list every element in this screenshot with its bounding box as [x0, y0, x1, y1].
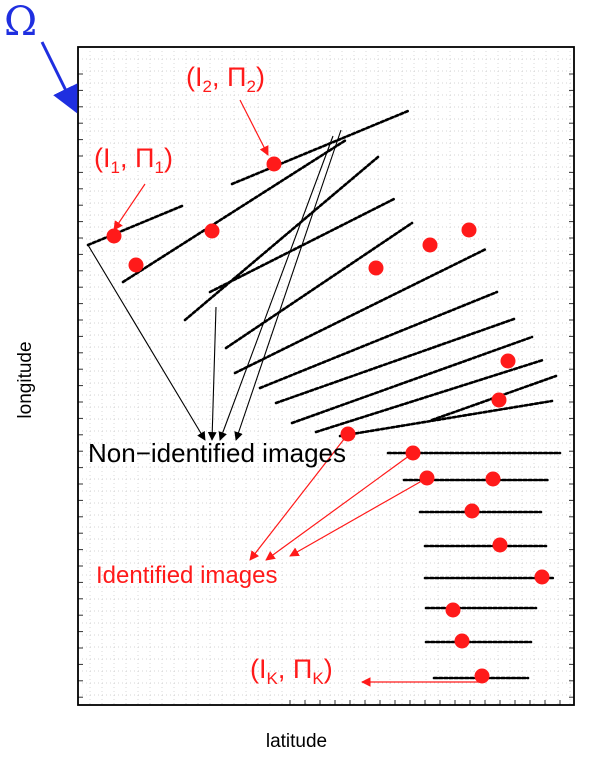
image-track [338, 399, 554, 438]
image-track [230, 109, 410, 186]
identified-label: Identified images [96, 562, 278, 589]
pair-second-letter: I [195, 62, 203, 92]
pair-first-letter: I [103, 143, 111, 173]
identified-point [106, 228, 122, 244]
pair-last-letter: I [259, 654, 267, 684]
identified-point [454, 633, 470, 649]
image-track [314, 358, 545, 434]
identified-point [128, 257, 144, 273]
identified-arrow [239, 99, 269, 156]
pair-last-pi: Π [292, 654, 313, 684]
non-identified-arrow [207, 306, 217, 441]
pair-first-sub2: 1 [154, 158, 164, 177]
identified-point [445, 602, 461, 618]
identified-point [204, 223, 220, 239]
non-identified-arrow [87, 244, 206, 441]
pair-second-sub2: 2 [246, 77, 256, 96]
dotted-grid [78, 47, 574, 705]
non-identified-arrow [218, 135, 334, 441]
pair-first-pi: Π [135, 143, 155, 173]
non-identified-arrows [87, 129, 342, 441]
pair-label-last: (IK, ΠK) [250, 654, 333, 688]
identified-point [266, 156, 282, 172]
pair-last-sub2: K [312, 669, 324, 688]
pair-second-sub1: 2 [202, 77, 212, 96]
omega-arrow [40, 41, 78, 114]
pair-label-second: (I2, Π2) [186, 62, 265, 96]
identified-arrow [289, 477, 428, 557]
non-identified-label: Non−identified images [88, 438, 346, 468]
identified-point [474, 668, 490, 684]
pair-second-pi: Π [227, 62, 247, 92]
identified-point [464, 503, 480, 519]
identified-arrow [265, 452, 414, 561]
identified-point [422, 237, 438, 253]
image-track [274, 317, 516, 405]
identified-point [368, 260, 384, 276]
image-track [258, 290, 499, 390]
identified-point [491, 392, 507, 408]
identified-arrows [113, 99, 480, 687]
y-axis-label: longitude [15, 341, 36, 419]
image-track [121, 138, 348, 284]
image-track [233, 247, 488, 375]
image-tracks [86, 109, 562, 680]
pair-first-sub1: 1 [110, 158, 120, 177]
image-track [86, 204, 184, 247]
identified-point [485, 471, 501, 487]
identified-point [534, 569, 550, 585]
non-identified-arrow [234, 129, 342, 441]
pair-label-first: (I1, Π1) [94, 143, 173, 177]
omega-label: Ω [4, 0, 38, 45]
plot-frame [77, 46, 575, 706]
identified-points [106, 156, 550, 684]
image-track [183, 155, 380, 322]
pair-last-sub1: K [266, 669, 278, 688]
identified-point [419, 470, 435, 486]
image-track [224, 221, 414, 350]
image-track [290, 335, 534, 425]
identified-point [461, 222, 477, 238]
identified-point [340, 426, 356, 442]
identified-arrow [249, 433, 349, 561]
x-axis-label: latitude [265, 731, 328, 752]
identified-point [405, 445, 421, 461]
identified-point [492, 537, 508, 553]
identified-arrow [113, 183, 146, 231]
identified-point [500, 353, 516, 369]
